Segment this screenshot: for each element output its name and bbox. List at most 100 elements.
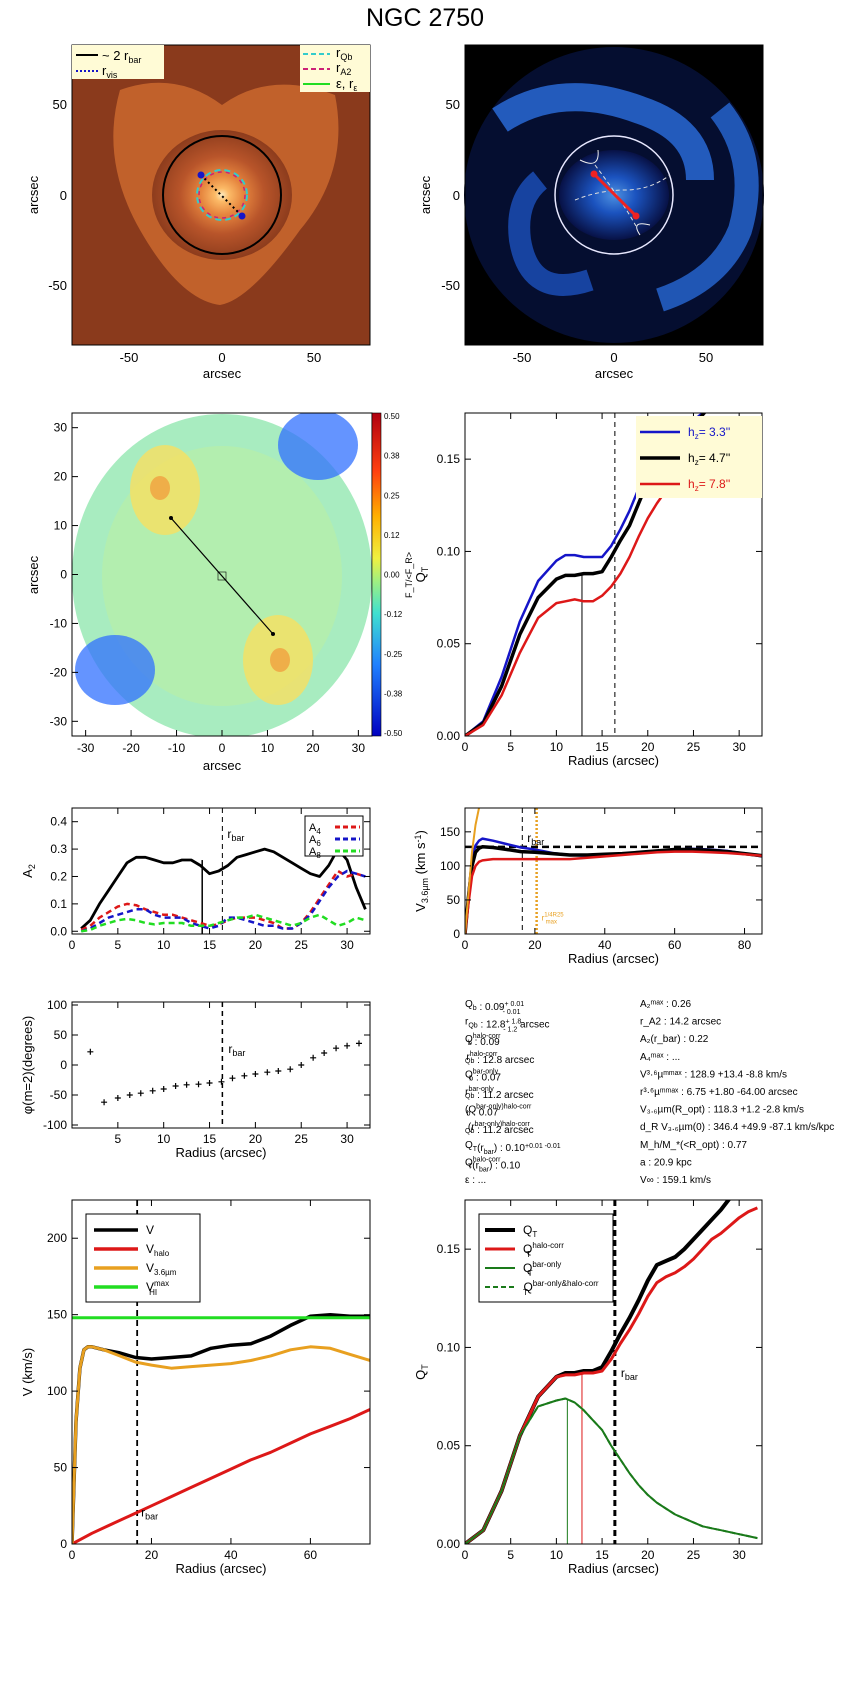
x-tick-label: -10	[168, 741, 186, 755]
y-tick-label: 0	[60, 188, 67, 203]
y-tick-label: -20	[50, 665, 68, 679]
y-tick-label: 0.10	[437, 1340, 461, 1354]
legend-label: V3.6µm	[146, 1261, 177, 1277]
bar-end-marker	[271, 632, 275, 636]
y-axis-label: arcsec	[26, 175, 41, 214]
legend-2rbar: ~ 2 rbar	[102, 48, 141, 65]
figure-title: NGC 2750	[366, 4, 484, 32]
y-tick-label: 50	[447, 893, 461, 907]
x-tick-label: 30	[732, 740, 746, 754]
x-tick-label: 30	[352, 741, 366, 755]
map-peak	[270, 648, 290, 672]
x-tick-label: 0	[219, 741, 226, 755]
param-left-row: rbar-only Qb : 11.2 arcsec	[465, 1086, 534, 1101]
data-point	[298, 1062, 305, 1068]
data-point	[355, 1040, 362, 1047]
colorbar-tick-label: 0.00	[384, 571, 400, 580]
x-tick-label: -20	[122, 741, 140, 755]
param-right-row: r³·⁶µᵐᵐᵃˣ : 6.75 +1.80 -64.00 arcsec	[640, 1087, 798, 1098]
plot-frame	[71, 1001, 371, 1129]
rbar-annotation: rbar	[527, 831, 544, 847]
x-tick-label: 0	[462, 740, 469, 754]
x-tick-label: 10	[157, 938, 171, 952]
x-tick-label: 15	[595, 1548, 609, 1562]
colorbar-tick-label: -0.50	[384, 729, 403, 738]
y-tick-label: -50	[441, 278, 460, 293]
y-tick-label: 20	[54, 470, 68, 484]
x-tick-label: 0	[462, 938, 469, 952]
legend-label: Qhalo-corr T	[523, 1241, 564, 1259]
rbar-annotation: rbar	[141, 1505, 158, 1521]
legend-rvis: rvis	[102, 63, 118, 80]
colorbar-tick-label: 0.38	[384, 452, 400, 461]
y-tick-label: 0	[60, 1537, 67, 1551]
y-tick-label: 0	[453, 188, 460, 203]
x-axis-label: Radius (arcsec)	[175, 1145, 266, 1160]
y-tick-label: 0	[453, 927, 460, 941]
legend-label: hz= 7.8''	[688, 477, 730, 493]
data-point	[310, 1054, 317, 1061]
legend-label: hz= 4.7''	[688, 451, 730, 467]
rbar-annotation: rbar	[227, 827, 244, 843]
y-tick-label: 0.15	[437, 452, 461, 466]
x-tick-label: 20	[249, 938, 263, 952]
map-negative-lobe	[75, 635, 155, 705]
data-point	[160, 1086, 167, 1092]
y-tick-label: 0.3	[50, 842, 67, 856]
x-axis-label: arcsec	[203, 366, 242, 381]
rbar-annotation: rbar	[621, 1366, 638, 1382]
legend-label: A8	[309, 846, 321, 860]
bar-axis-line	[592, 172, 638, 218]
param-left-row: rhalo-corr Qb : 12.8 arcsec	[465, 1051, 534, 1066]
spiral-arm-east	[655, 102, 759, 312]
bar-end-marker	[197, 171, 205, 179]
bar-end-marker	[632, 212, 640, 220]
plot-area	[465, 413, 758, 736]
x-tick-label: 25	[687, 1548, 701, 1562]
legend-ra2: rA2	[336, 60, 351, 77]
param-left-row: Qhalo-corr T(rbar) : 0.10	[465, 1156, 521, 1173]
param-left-row: Qb : 0.09+ 0.01- 0.01	[465, 999, 524, 1016]
y-tick-label: 50	[53, 97, 67, 112]
y-axis-label: V3.6µm (km s-1)	[413, 830, 430, 912]
r-quarter-annotation: r1/4R25 max	[542, 912, 565, 925]
data-point	[137, 1090, 144, 1097]
legend-label: Vhalo	[146, 1242, 170, 1258]
x-tick-label: 0	[69, 938, 76, 952]
y-tick-label: 30	[54, 421, 68, 435]
contour-line	[574, 174, 671, 201]
y-tick-label: 150	[47, 1308, 67, 1322]
x-tick-label: 5	[115, 1132, 122, 1146]
x-tick-label: 40	[598, 938, 612, 952]
contour-line	[579, 149, 599, 164]
plot-frame	[464, 44, 764, 346]
series-line	[465, 850, 762, 934]
param-right-row: d_R V₃.₆µm(0) : 346.4 +49.9 -87.1 km/s/k…	[640, 1122, 834, 1133]
y-tick-label: 0.10	[437, 544, 461, 558]
x-axis-label: arcsec	[595, 366, 634, 381]
x-axis-label: arcsec	[203, 758, 242, 773]
legend-box	[85, 1213, 201, 1303]
x-tick-label: 10	[550, 740, 564, 754]
series-line	[72, 1408, 370, 1544]
contour-line	[636, 223, 651, 236]
bar-end-marker	[238, 212, 246, 220]
two-rbar-circle	[162, 135, 282, 255]
two-rbar-circle	[554, 135, 674, 255]
series-line	[465, 845, 762, 934]
param-left-row: QT(rbar) : 0.10+0.01 -0.01	[465, 1140, 561, 1156]
y-tick-label: 150	[440, 825, 460, 839]
bar-end-marker	[169, 516, 173, 520]
y-tick-label: 50	[54, 1461, 68, 1475]
plot-frame	[464, 412, 763, 737]
y-tick-label: 10	[54, 519, 68, 533]
y-tick-label: 0.1	[50, 897, 67, 911]
x-tick-label: 15	[203, 1132, 217, 1146]
series-line	[465, 1397, 758, 1544]
x-tick-label: 20	[528, 938, 542, 952]
y-tick-label: -30	[50, 714, 68, 728]
spiral-arm-south	[508, 171, 594, 296]
